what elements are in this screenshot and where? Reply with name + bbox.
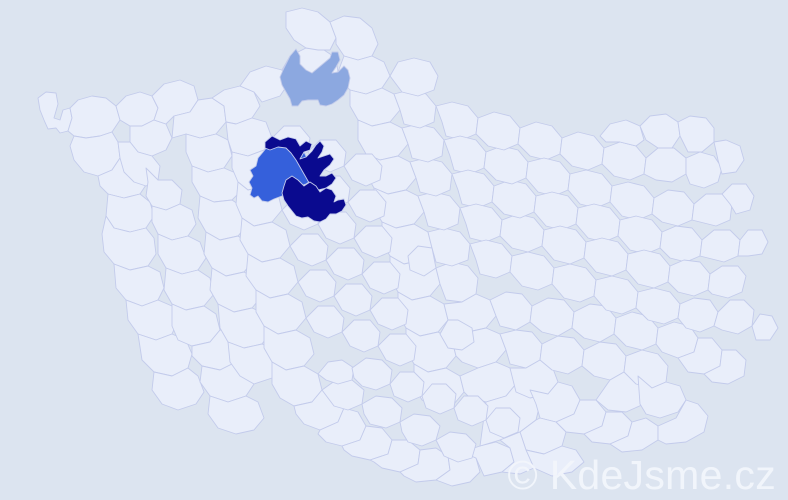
district[interactable]	[485, 407, 521, 439]
district[interactable]	[639, 113, 681, 149]
district[interactable]	[421, 383, 457, 415]
district[interactable]	[567, 169, 613, 209]
district[interactable]	[483, 145, 529, 185]
district[interactable]	[435, 431, 477, 463]
district[interactable]	[305, 305, 345, 339]
district[interactable]	[285, 7, 337, 51]
district[interactable]	[491, 179, 537, 219]
district[interactable]	[145, 167, 183, 211]
district[interactable]	[343, 153, 383, 187]
district[interactable]	[157, 233, 207, 275]
district[interactable]	[643, 147, 687, 183]
district-highlight-melnik[interactable]	[279, 48, 351, 107]
district[interactable]	[699, 229, 741, 263]
district[interactable]	[751, 313, 779, 341]
district[interactable]	[207, 395, 265, 435]
district[interactable]	[475, 111, 521, 151]
district[interactable]	[625, 249, 671, 289]
district[interactable]	[583, 237, 629, 277]
district[interactable]	[509, 251, 555, 291]
district[interactable]	[407, 245, 437, 277]
district[interactable]	[317, 359, 355, 385]
district[interactable]	[609, 181, 655, 221]
district[interactable]	[263, 325, 315, 371]
district[interactable]	[599, 119, 645, 147]
district[interactable]	[637, 375, 687, 419]
district[interactable]	[101, 215, 157, 271]
district[interactable]	[677, 115, 715, 153]
district[interactable]	[443, 135, 487, 175]
district[interactable]	[245, 253, 299, 299]
district[interactable]	[525, 157, 571, 197]
district[interactable]	[347, 189, 387, 223]
district[interactable]	[575, 203, 621, 243]
district[interactable]	[349, 87, 401, 127]
district[interactable]	[489, 291, 533, 331]
district[interactable]	[659, 225, 703, 263]
district[interactable]	[297, 269, 337, 303]
district[interactable]	[113, 263, 165, 307]
district[interactable]	[453, 395, 489, 427]
district[interactable]	[451, 169, 495, 209]
district[interactable]	[499, 431, 535, 475]
district[interactable]	[325, 247, 365, 281]
district[interactable]	[163, 267, 215, 311]
district[interactable]	[667, 259, 711, 297]
district[interactable]	[707, 265, 747, 299]
district[interactable]	[37, 91, 73, 134]
district[interactable]	[151, 367, 205, 411]
district[interactable]	[651, 189, 695, 227]
district[interactable]	[389, 57, 439, 97]
district[interactable]	[151, 203, 197, 241]
district[interactable]	[289, 233, 329, 267]
district-highlight-praha[interactable]	[264, 135, 337, 191]
district[interactable]	[417, 191, 461, 231]
district-highlight-praha-vychod[interactable]	[281, 175, 347, 223]
district[interactable]	[459, 203, 503, 243]
district[interactable]	[239, 217, 291, 263]
district[interactable]	[541, 225, 587, 265]
district[interactable]	[125, 299, 179, 341]
district[interactable]	[469, 239, 513, 279]
district[interactable]	[361, 395, 403, 429]
district[interactable]	[333, 283, 373, 317]
district[interactable]	[737, 229, 769, 257]
district[interactable]	[409, 157, 453, 197]
district[interactable]	[401, 123, 445, 163]
district[interactable]	[617, 215, 663, 255]
district-layer-highlight	[248, 48, 351, 223]
district[interactable]	[713, 139, 745, 175]
district[interactable]	[713, 299, 755, 335]
district[interactable]	[341, 319, 381, 353]
district[interactable]	[499, 213, 545, 253]
district[interactable]	[369, 297, 409, 331]
district[interactable]	[517, 121, 563, 161]
district[interactable]	[353, 225, 393, 259]
district[interactable]	[137, 333, 193, 377]
district[interactable]	[559, 131, 605, 171]
watermark-kdejsme: © KdeJsme.cz	[507, 452, 776, 498]
district[interactable]	[703, 349, 747, 385]
district[interactable]	[377, 333, 417, 367]
district[interactable]	[533, 191, 579, 231]
district-layer-base	[37, 7, 779, 487]
district[interactable]	[721, 183, 755, 215]
district[interactable]	[361, 261, 401, 295]
district[interactable]	[551, 263, 597, 303]
district[interactable]	[435, 101, 479, 141]
district[interactable]	[601, 141, 647, 181]
district[interactable]	[525, 445, 585, 477]
district[interactable]	[657, 399, 709, 445]
district[interactable]	[685, 151, 723, 189]
district[interactable]	[185, 133, 233, 173]
district[interactable]	[211, 85, 261, 125]
district[interactable]	[691, 193, 733, 227]
district[interactable]	[529, 297, 575, 337]
district[interactable]	[357, 119, 409, 161]
district[interactable]	[255, 289, 307, 335]
district[interactable]	[439, 319, 475, 351]
district[interactable]	[389, 371, 425, 403]
